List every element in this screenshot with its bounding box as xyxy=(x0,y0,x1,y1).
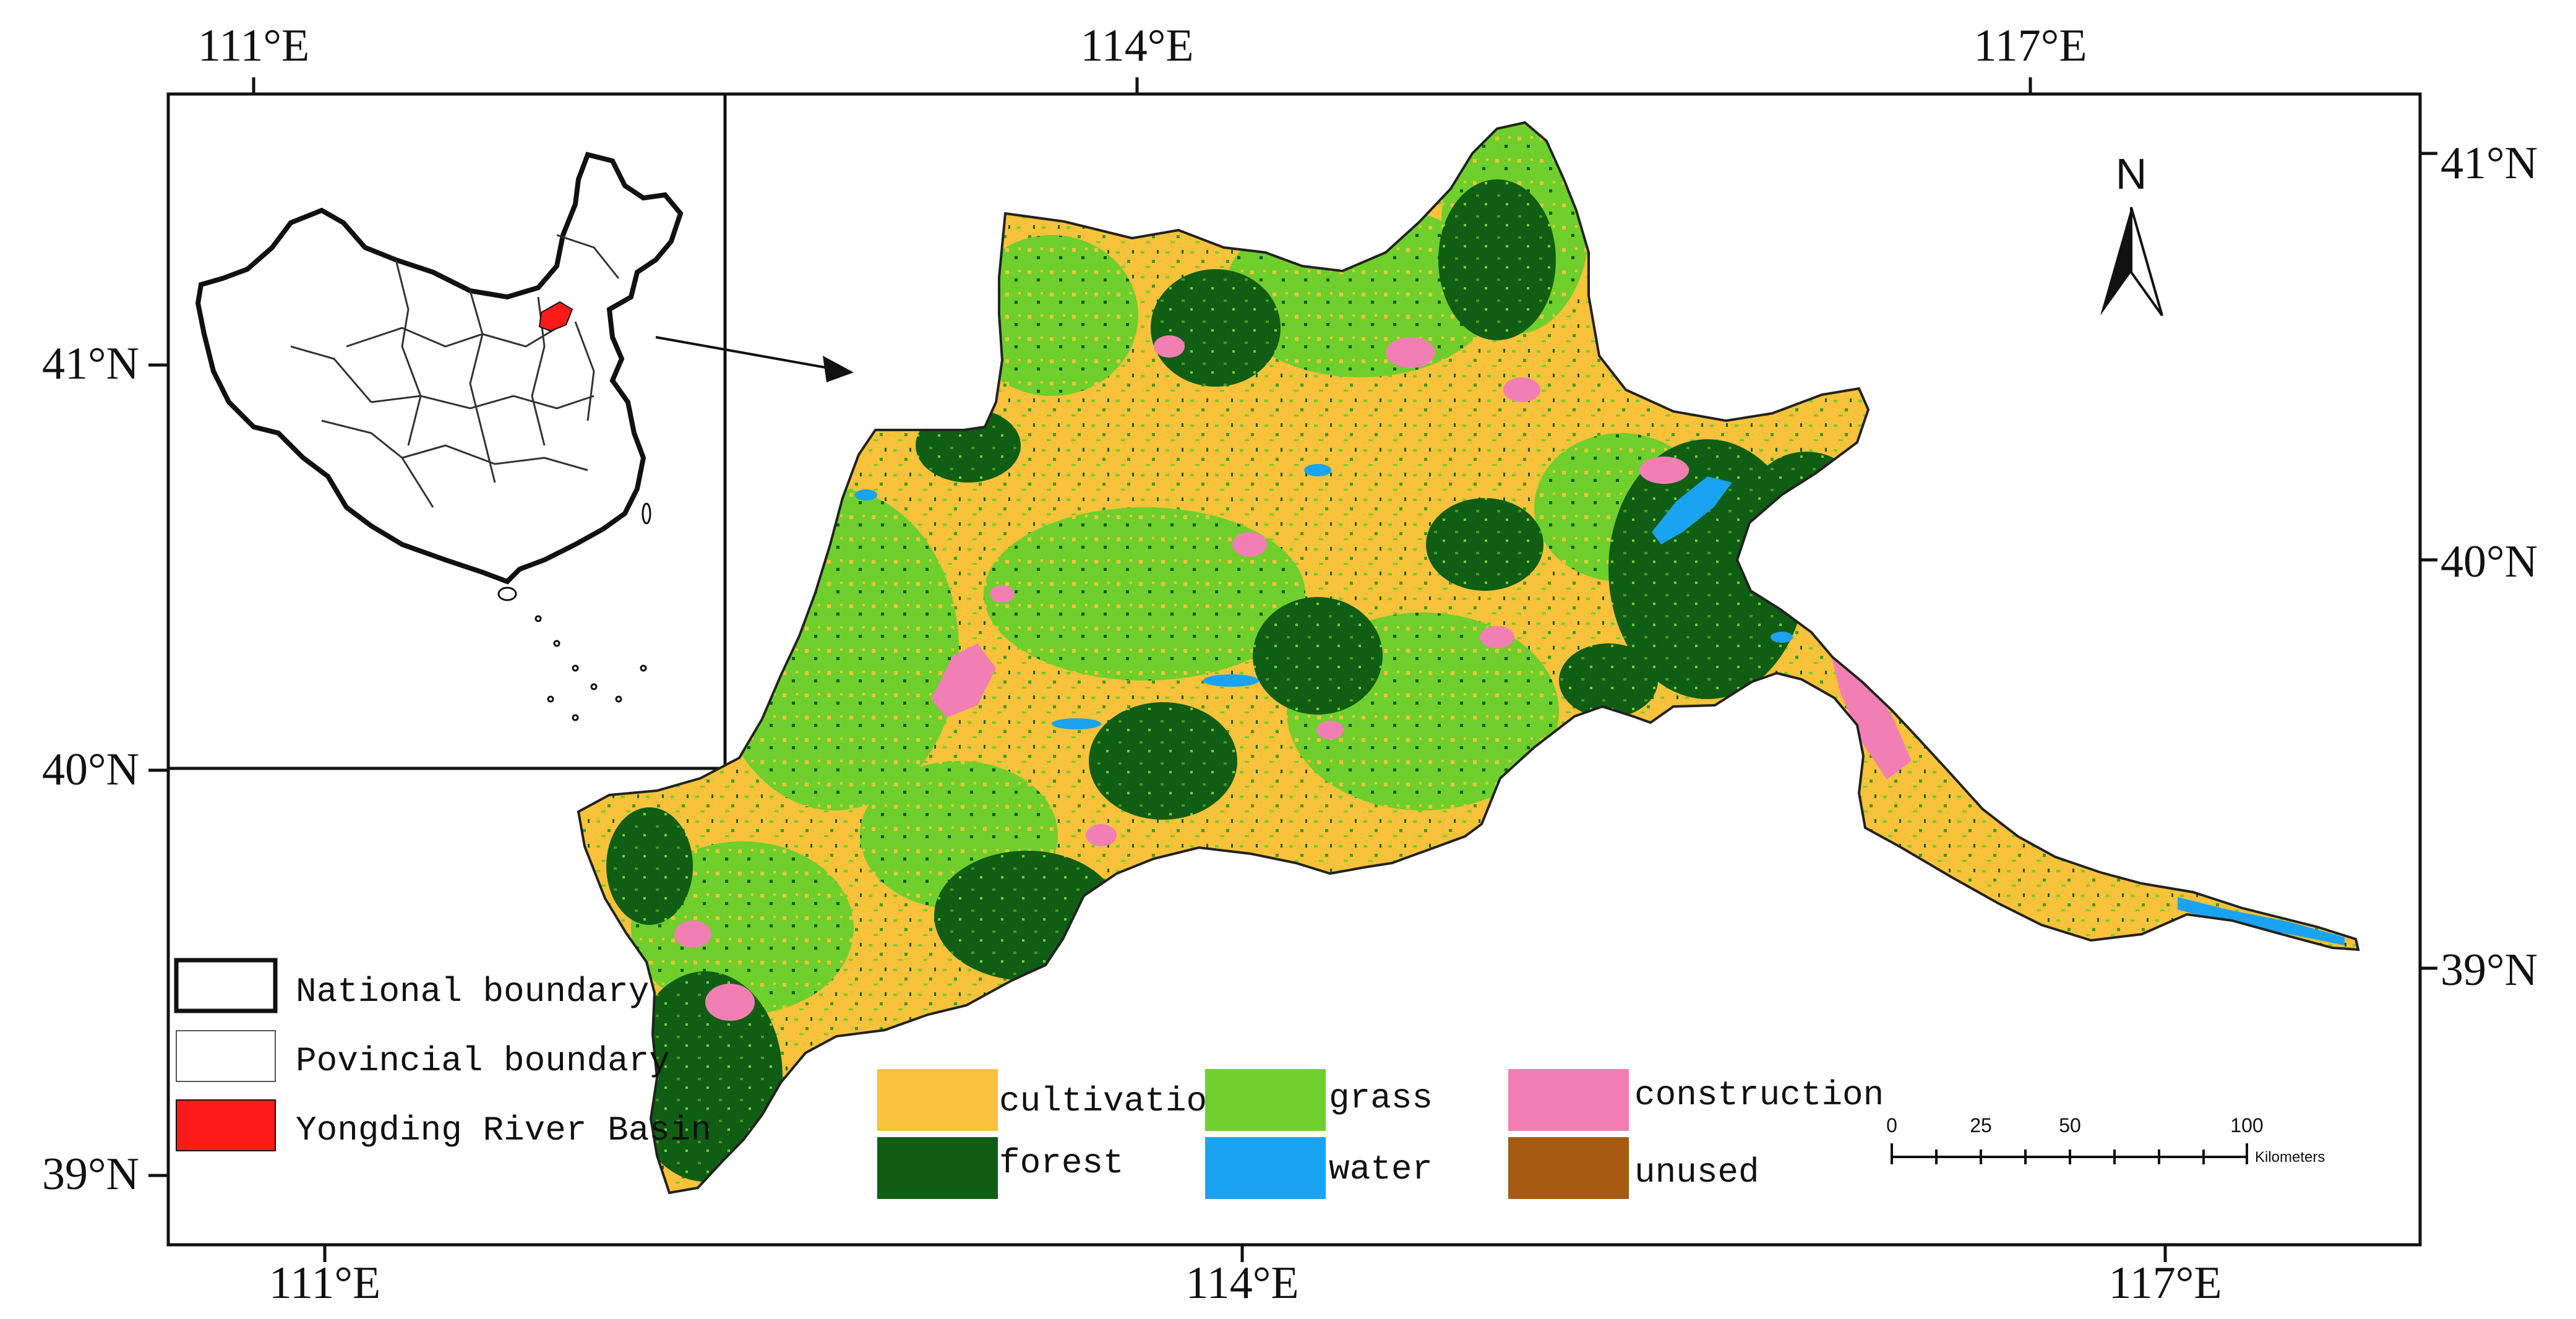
scale-tick-0: 0 xyxy=(1886,1114,1897,1136)
legend-forest-label: forest xyxy=(999,1143,1124,1183)
legend-provincial-label: Povincial boundary xyxy=(296,1041,670,1081)
boundary-legend: National boundary Povincial boundary Yon… xyxy=(174,958,711,1151)
legend-basin-swatch xyxy=(176,1099,276,1151)
legend-construction-label: construction xyxy=(1634,1075,1884,1115)
legend-grass-swatch xyxy=(1205,1069,1326,1131)
landuse-legend: cultivation grass construction forest wa… xyxy=(877,1069,1884,1199)
bottom-lon-111: 111°E xyxy=(269,1258,380,1308)
legend-construction-swatch xyxy=(1508,1069,1629,1131)
legend-national-swatch xyxy=(174,958,278,1013)
scale-bar: 0 25 50 100 Kilometers xyxy=(1886,1114,2325,1166)
coordinate-labels: 111°E 114°E 117°E 111°E 114°E 117°E 41°N… xyxy=(42,20,2538,1308)
top-lon-111: 111°E xyxy=(198,20,309,71)
legend-national-label: National boundary xyxy=(296,972,649,1012)
scale-tick-50: 50 xyxy=(2059,1114,2081,1136)
north-arrow-left-half xyxy=(2100,207,2131,316)
legend-grass-label: grass xyxy=(1329,1078,1433,1118)
legend-water-label: water xyxy=(1329,1149,1433,1189)
scale-tick-25: 25 xyxy=(1970,1114,1992,1136)
north-arrow-right-half xyxy=(2130,207,2163,317)
left-lat-39: 39°N xyxy=(42,1149,139,1200)
yongding-basin-inset xyxy=(538,301,573,332)
right-lat-39: 39°N xyxy=(2441,945,2538,995)
top-lon-117: 117°E xyxy=(1973,20,2087,71)
legend-basin-label: Yongding River Basin xyxy=(296,1111,711,1150)
legend-cultivation-swatch xyxy=(877,1069,998,1131)
yongding-basin-landuse xyxy=(577,121,2360,1195)
legend-provincial-swatch xyxy=(176,1030,276,1082)
scale-tick-100: 100 xyxy=(2230,1114,2263,1136)
bottom-lon-117: 117°E xyxy=(2108,1258,2222,1308)
china-inset-map xyxy=(166,92,727,770)
frame-ticks xyxy=(148,77,2437,1262)
legend-unused-swatch xyxy=(1508,1137,1629,1199)
scale-unit: Kilometers xyxy=(2255,1149,2325,1166)
china-islands xyxy=(497,502,651,721)
top-lon-114: 114°E xyxy=(1080,20,1193,71)
north-arrow: N xyxy=(2100,150,2163,317)
legend-forest-swatch xyxy=(877,1137,998,1199)
left-lat-40: 40°N xyxy=(42,744,139,795)
right-lat-41: 41°N xyxy=(2441,138,2538,189)
right-lat-40: 40°N xyxy=(2441,536,2538,587)
legend-unused-label: unused xyxy=(1634,1153,1759,1192)
north-arrow-label: N xyxy=(2116,150,2147,198)
inset-arrow xyxy=(655,336,854,382)
left-lat-41: 41°N xyxy=(42,338,139,389)
legend-cultivation-label: cultivation xyxy=(999,1081,1228,1121)
bottom-lon-114: 114°E xyxy=(1185,1258,1299,1308)
legend-water-swatch xyxy=(1205,1137,1326,1199)
basin-outline xyxy=(577,121,2360,1195)
